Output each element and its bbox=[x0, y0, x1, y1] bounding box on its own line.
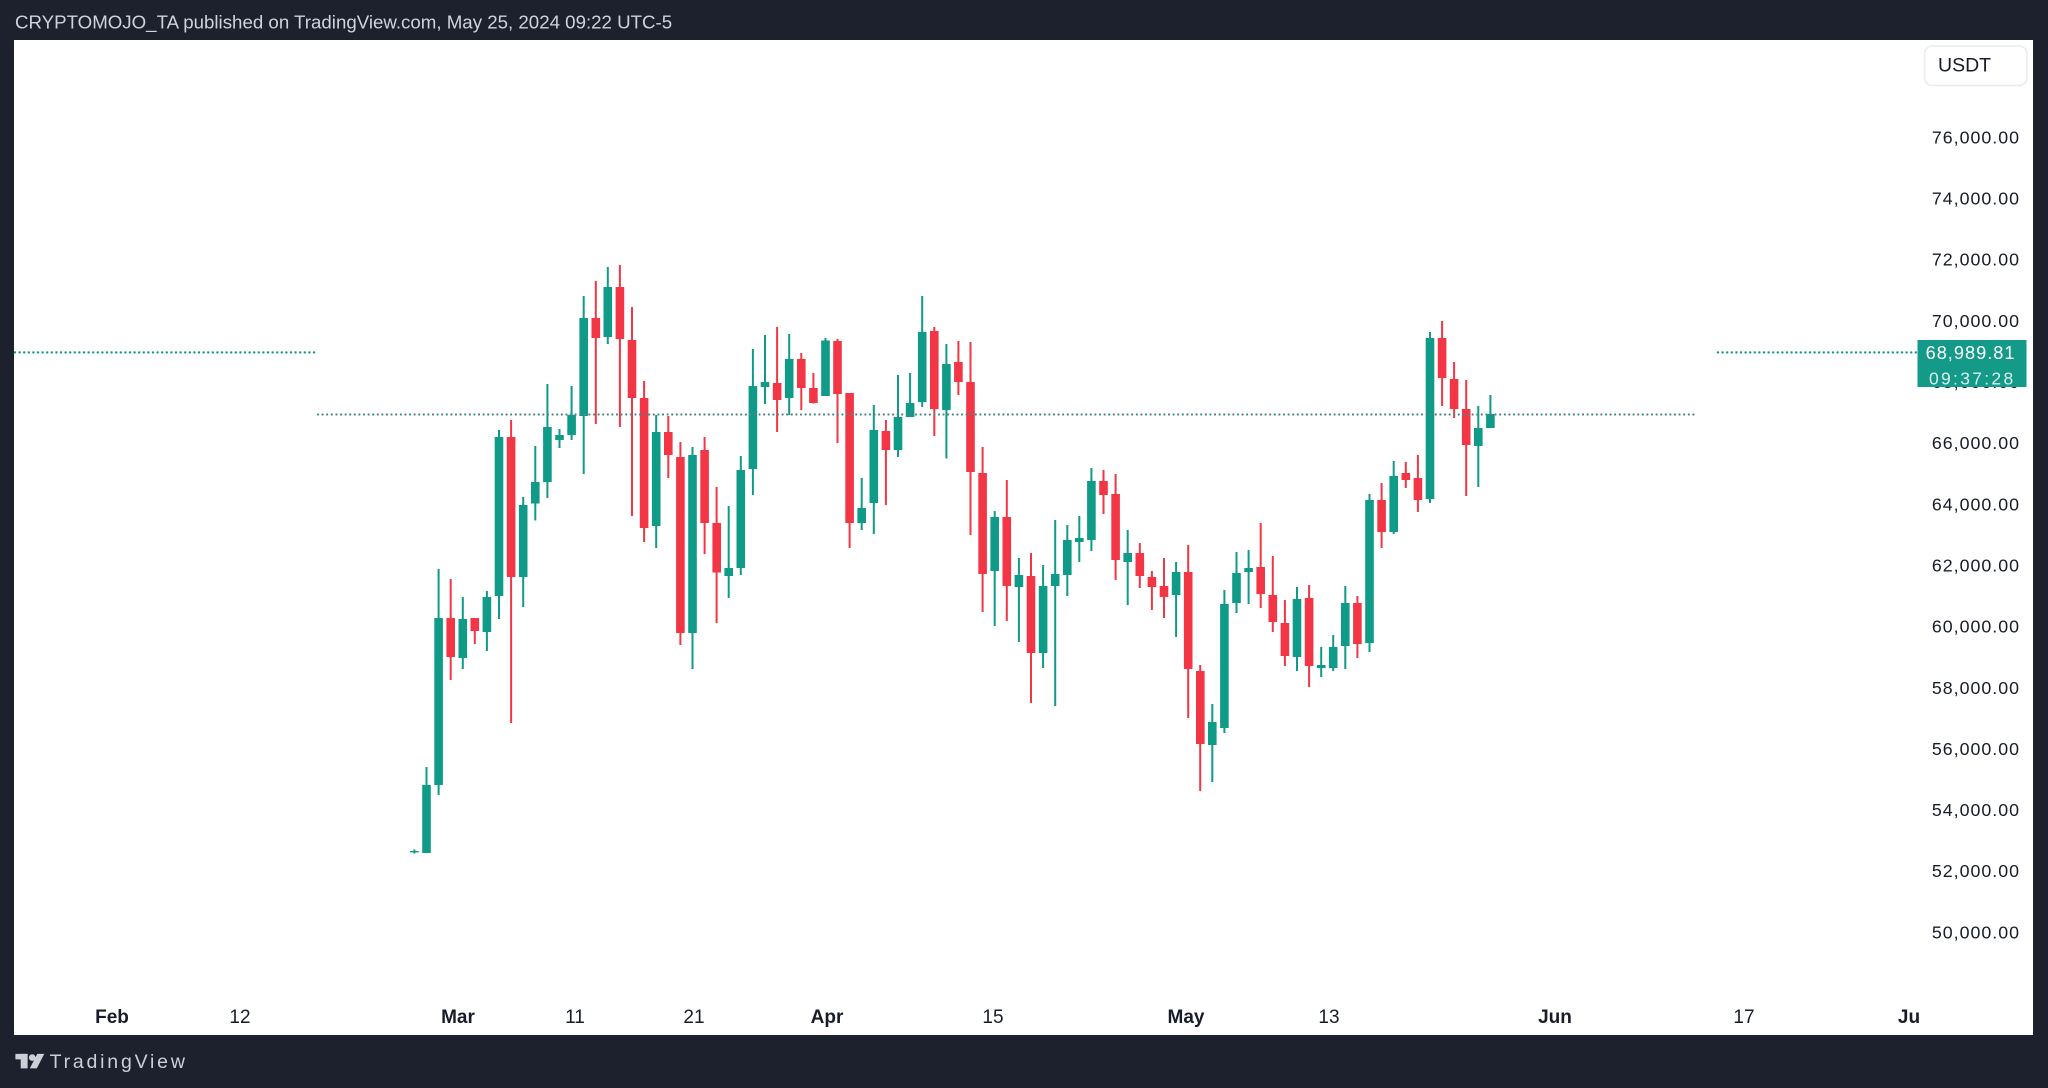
svg-text:Mar: Mar bbox=[441, 1007, 475, 1028]
svg-text:CRYPTOMOJO_TA published on Tra: CRYPTOMOJO_TA published on TradingView.c… bbox=[15, 12, 672, 34]
svg-text:72,000.00: 72,000.00 bbox=[1932, 250, 2020, 270]
svg-text:17: 17 bbox=[1733, 1007, 1754, 1028]
svg-text:12: 12 bbox=[229, 1007, 250, 1028]
svg-text:56,000.00: 56,000.00 bbox=[1932, 739, 2020, 759]
svg-text:09:37:28: 09:37:28 bbox=[1929, 368, 2016, 388]
svg-text:64,000.00: 64,000.00 bbox=[1932, 494, 2020, 514]
svg-text:Feb: Feb bbox=[95, 1007, 129, 1028]
svg-text:54,000.00: 54,000.00 bbox=[1932, 800, 2020, 820]
svg-text:52,000.00: 52,000.00 bbox=[1932, 861, 2020, 881]
svg-text:58,000.00: 58,000.00 bbox=[1932, 678, 2020, 698]
svg-text:Apr: Apr bbox=[811, 1007, 844, 1028]
svg-text:60,000.00: 60,000.00 bbox=[1932, 617, 2020, 637]
svg-text:13: 13 bbox=[1318, 1007, 1339, 1028]
svg-text:70,000.00: 70,000.00 bbox=[1932, 311, 2020, 331]
svg-text:May: May bbox=[1168, 1007, 1205, 1028]
svg-text:TradingView: TradingView bbox=[50, 1051, 188, 1073]
svg-text:11: 11 bbox=[565, 1007, 585, 1028]
svg-text:50,000.00: 50,000.00 bbox=[1932, 922, 2020, 942]
svg-text:USDT: USDT bbox=[1938, 55, 1991, 77]
svg-text:68,989.81: 68,989.81 bbox=[1926, 343, 2016, 363]
svg-text:66,000.00: 66,000.00 bbox=[1932, 433, 2020, 453]
svg-text:15: 15 bbox=[982, 1007, 1003, 1028]
svg-text:21: 21 bbox=[683, 1007, 704, 1028]
svg-text:62,000.00: 62,000.00 bbox=[1932, 555, 2020, 575]
svg-text:74,000.00: 74,000.00 bbox=[1932, 189, 2020, 209]
svg-text:Jun: Jun bbox=[1538, 1007, 1572, 1028]
svg-text:Ju: Ju bbox=[1898, 1007, 1920, 1028]
svg-text:76,000.00: 76,000.00 bbox=[1932, 127, 2020, 147]
